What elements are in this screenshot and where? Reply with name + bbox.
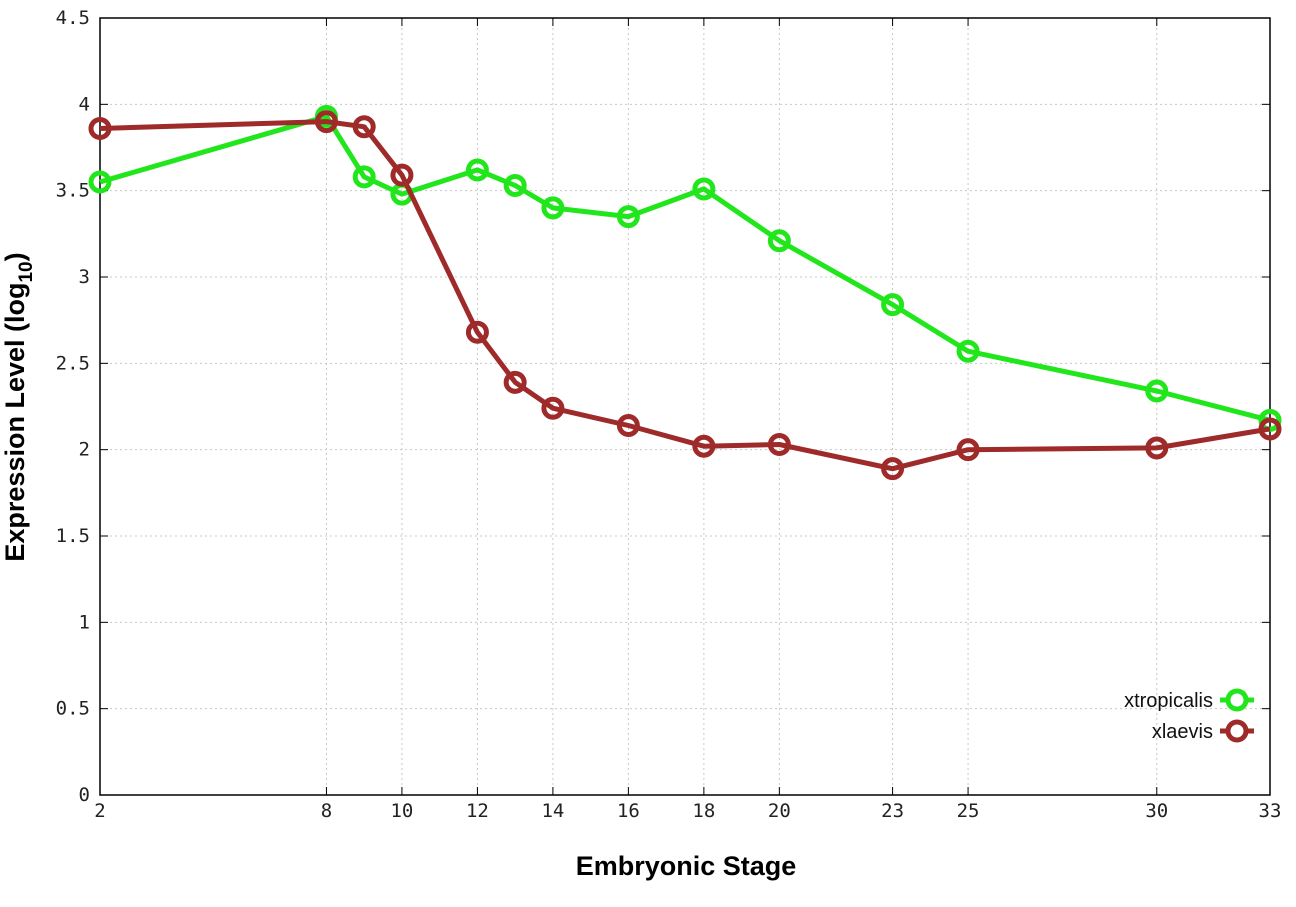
- y-axis: 0 0.5 1 1.5 2 2.5 3 3.5 4 4.5: [56, 7, 1270, 806]
- plot-frame: [99, 17, 1271, 796]
- x-tick-label: 25: [957, 800, 980, 822]
- y-tick-label: 2: [79, 439, 90, 461]
- series-xlaevis: [88, 110, 1282, 481]
- y-tick-label: 3: [79, 266, 90, 288]
- data-point: [692, 177, 716, 201]
- legend-marker: [1225, 688, 1249, 712]
- x-tick-label: 20: [768, 800, 791, 822]
- data-point: [1145, 379, 1169, 403]
- data-point: [390, 163, 414, 187]
- x-axis: 2 8 10 12 14 16 18 20 23 25 30 33: [94, 18, 1281, 822]
- x-tick-label: 12: [466, 800, 489, 822]
- y-axis-title: Expression Level (log10): [0, 252, 37, 561]
- data-point: [541, 196, 565, 220]
- legend-label: xlaevis: [1152, 721, 1213, 743]
- grid: [99, 18, 1271, 795]
- data-point: [1258, 417, 1282, 441]
- x-axis-title: Embryonic Stage: [576, 851, 797, 881]
- data-point: [88, 117, 112, 141]
- series-xtropicalis: [88, 104, 1282, 432]
- x-tick-label: 33: [1259, 800, 1282, 822]
- y-tick-label: 3.5: [56, 180, 90, 202]
- y-tick-label: 4.5: [56, 7, 90, 29]
- data-point: [767, 229, 791, 253]
- data-point: [881, 457, 905, 481]
- data-point: [314, 110, 338, 134]
- data-point: [616, 413, 640, 437]
- legend-label: xtropicalis: [1124, 690, 1213, 712]
- data-point: [767, 432, 791, 456]
- y-tick-label: 0.5: [56, 698, 90, 720]
- y-tick-label: 1: [79, 611, 90, 633]
- legend-item: xtropicalis: [1124, 688, 1254, 712]
- data-point: [1145, 436, 1169, 460]
- data-point: [352, 115, 376, 139]
- data-point: [503, 370, 527, 394]
- y-tick-label: 1.5: [56, 525, 90, 547]
- y-tick-label: 0: [79, 784, 90, 806]
- data-point: [956, 339, 980, 363]
- x-tick-label: 23: [881, 800, 904, 822]
- data-point: [503, 173, 527, 197]
- x-tick-label: 2: [94, 800, 105, 822]
- data-point: [616, 205, 640, 229]
- y-axis-title-suffix: ): [0, 252, 30, 261]
- x-tick-label: 8: [321, 800, 332, 822]
- data-point: [956, 438, 980, 462]
- legend-marker: [1225, 719, 1249, 743]
- series-layer: [88, 104, 1282, 481]
- series-line: [99, 119, 1271, 472]
- x-tick-label: 30: [1145, 800, 1168, 822]
- y-axis-title-subscript: 10: [16, 261, 37, 282]
- legend-item: xlaevis: [1152, 719, 1254, 743]
- y-axis-title-main: Expression Level (log: [0, 283, 30, 562]
- data-point: [465, 320, 489, 344]
- y-tick-label: 4: [79, 93, 90, 115]
- data-point: [88, 170, 112, 194]
- data-point: [352, 165, 376, 189]
- x-tick-label: 16: [617, 800, 640, 822]
- series-line: [99, 113, 1271, 423]
- x-tick-label: 18: [692, 800, 715, 822]
- data-point: [465, 158, 489, 182]
- legend: xtropicalis xlaevis: [1124, 688, 1254, 743]
- x-tick-label: 10: [390, 800, 413, 822]
- x-tick-label: 14: [541, 800, 564, 822]
- data-point: [692, 434, 716, 458]
- data-point: [541, 396, 565, 420]
- y-tick-label: 2.5: [56, 352, 90, 374]
- data-point: [881, 293, 905, 317]
